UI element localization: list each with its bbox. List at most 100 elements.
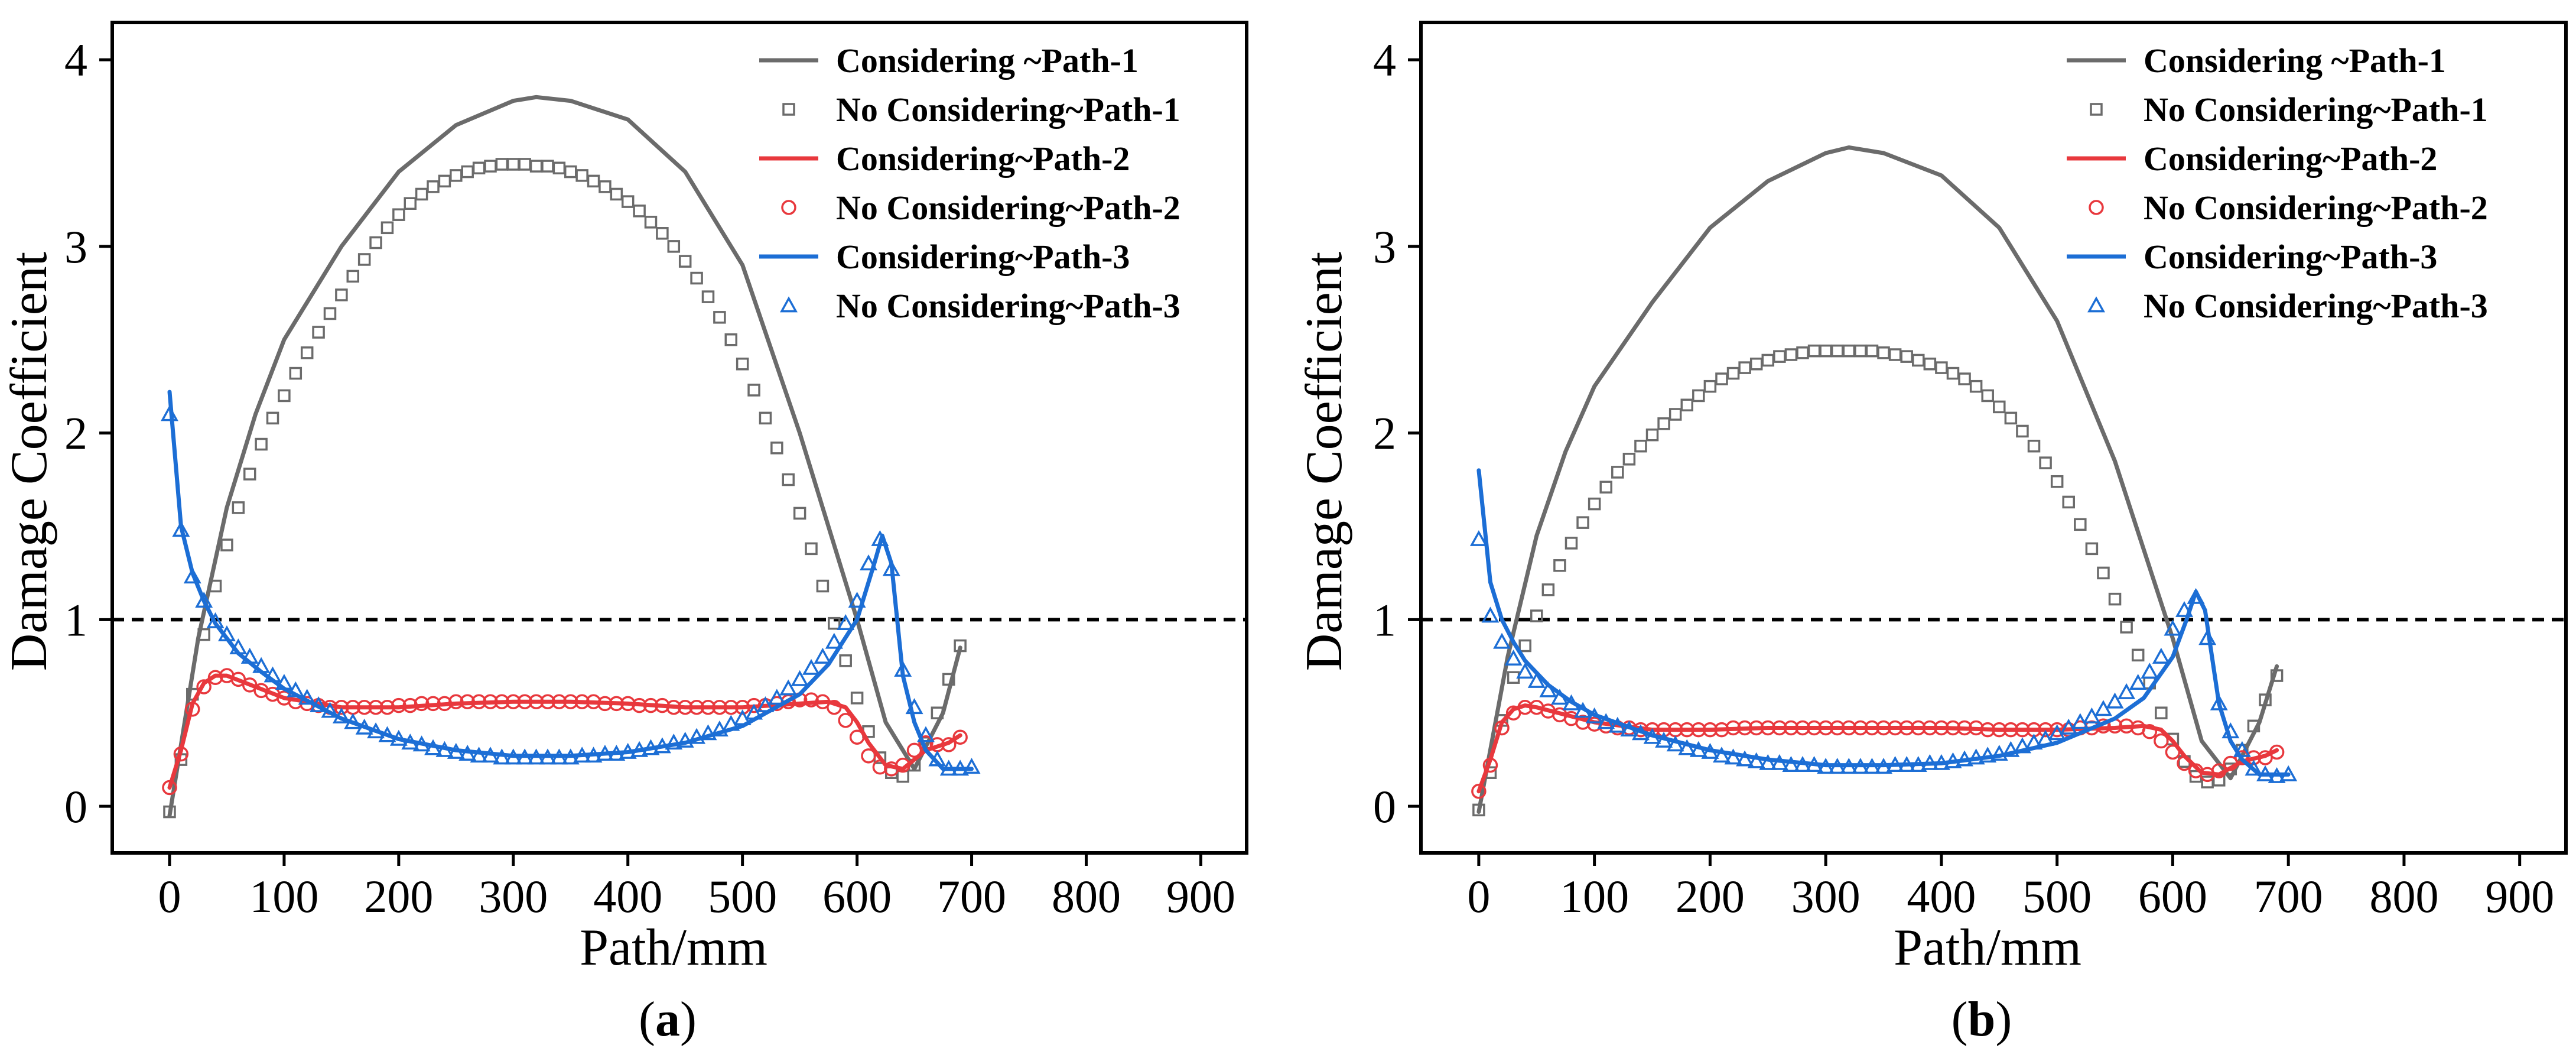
data-point bbox=[928, 750, 947, 767]
data-point bbox=[1911, 720, 1926, 736]
data-point bbox=[197, 628, 210, 641]
data-point bbox=[2037, 729, 2055, 746]
y-tick-label: 1 bbox=[64, 594, 87, 645]
data-point bbox=[275, 674, 293, 690]
data-point bbox=[2269, 744, 2285, 760]
data-point bbox=[848, 592, 866, 608]
legend: Considering ~Path-1 No Considering~Path-1… bbox=[2067, 41, 2488, 325]
data-point bbox=[2074, 518, 2087, 531]
data-point bbox=[2013, 737, 2031, 754]
data-point bbox=[527, 748, 545, 765]
data-point bbox=[861, 748, 876, 764]
data-point bbox=[1784, 348, 1798, 361]
series-markers-no-considering-path-3 bbox=[160, 405, 981, 776]
data-point bbox=[357, 253, 371, 266]
data-point bbox=[839, 654, 852, 667]
data-point bbox=[1747, 752, 1765, 768]
data-point bbox=[173, 746, 189, 762]
data-point bbox=[2210, 694, 2228, 710]
y-tick-label: 3 bbox=[64, 221, 87, 272]
data-point bbox=[470, 747, 488, 763]
data-point bbox=[1923, 358, 1937, 371]
data-point bbox=[482, 747, 499, 763]
data-point bbox=[2106, 692, 2124, 709]
data-point bbox=[2025, 734, 2043, 750]
data-point bbox=[2120, 621, 2133, 634]
y-tick-label: 3 bbox=[1373, 221, 1396, 272]
data-point bbox=[2235, 750, 2250, 765]
data-point bbox=[2131, 648, 2145, 662]
data-point bbox=[437, 696, 453, 712]
data-point bbox=[1899, 720, 1914, 736]
legend: Considering ~Path-1 No Considering~Path-1… bbox=[759, 41, 1180, 325]
x-tick-label: 900 bbox=[1166, 871, 1235, 922]
data-point bbox=[1539, 681, 1557, 697]
legend-label: No Considering~Path-2 bbox=[836, 189, 1180, 227]
x-tick-label: 300 bbox=[1791, 871, 1861, 922]
x-tick-label: 400 bbox=[1907, 871, 1976, 922]
data-point bbox=[1703, 379, 1717, 393]
data-point bbox=[1504, 650, 1523, 666]
data-point bbox=[1712, 747, 1731, 763]
data-point bbox=[494, 694, 510, 710]
data-point bbox=[952, 729, 968, 745]
data-point bbox=[207, 670, 223, 685]
data-point bbox=[791, 670, 809, 686]
legend-item: Considering~Path-2 bbox=[2067, 139, 2437, 178]
data-point bbox=[1761, 353, 1775, 367]
data-point bbox=[1805, 756, 1823, 772]
data-point bbox=[1527, 671, 1546, 688]
data-point bbox=[1702, 722, 1718, 738]
data-point bbox=[689, 699, 704, 715]
series-line-considering-path-3 bbox=[167, 390, 974, 771]
data-point bbox=[1969, 379, 1983, 393]
data-point bbox=[1841, 720, 1857, 736]
data-point bbox=[1853, 720, 1868, 736]
data-point bbox=[1622, 453, 1636, 466]
y-tick-label: 0 bbox=[64, 781, 87, 832]
x-tick-label: 0 bbox=[158, 871, 181, 922]
data-point bbox=[1620, 721, 1638, 736]
data-point bbox=[1588, 497, 1601, 511]
data-point bbox=[356, 699, 372, 715]
plot-frame bbox=[110, 21, 1248, 855]
x-tick-label: 0 bbox=[1467, 871, 1490, 922]
data-point bbox=[1886, 756, 1904, 772]
data-point bbox=[550, 748, 568, 765]
data-point bbox=[906, 742, 922, 758]
data-point bbox=[2233, 741, 2251, 757]
data-point bbox=[1900, 350, 1913, 363]
data-point bbox=[2048, 724, 2066, 741]
data-point bbox=[472, 161, 486, 175]
data-point bbox=[931, 706, 944, 719]
data-point bbox=[2071, 713, 2089, 729]
legend-swatch-marker bbox=[780, 296, 798, 313]
data-point bbox=[504, 748, 522, 765]
y-axis-title: Damage Coefficient bbox=[1296, 252, 1353, 671]
data-point bbox=[232, 501, 245, 514]
data-point bbox=[1736, 750, 1754, 767]
data-point bbox=[1597, 713, 1615, 729]
x-axis-title: Path/mm bbox=[1894, 919, 2081, 976]
data-point bbox=[676, 731, 694, 748]
chart-panel-a: 0 100 200 300 400 500 600 700 800 900 0 1 2 3 4 Path/mm… bbox=[1, 21, 1248, 1047]
data-point bbox=[1794, 756, 1811, 772]
data-point bbox=[1783, 720, 1799, 736]
legend-swatch-marker bbox=[781, 200, 796, 215]
data-point bbox=[607, 745, 626, 761]
data-point bbox=[402, 697, 418, 713]
data-point bbox=[1541, 583, 1555, 596]
data-point bbox=[2152, 647, 2170, 664]
panel-label: (a) bbox=[639, 992, 697, 1047]
data-point bbox=[252, 657, 271, 673]
legend-swatch-marker bbox=[782, 103, 795, 116]
data-point bbox=[1634, 439, 1647, 453]
data-point bbox=[793, 507, 806, 520]
data-point bbox=[770, 442, 783, 455]
data-point bbox=[2003, 722, 2019, 738]
data-point bbox=[2211, 763, 2227, 778]
data-point bbox=[688, 728, 706, 744]
legend-item: Considering~Path-2 bbox=[759, 139, 1130, 178]
data-point bbox=[2164, 619, 2182, 636]
